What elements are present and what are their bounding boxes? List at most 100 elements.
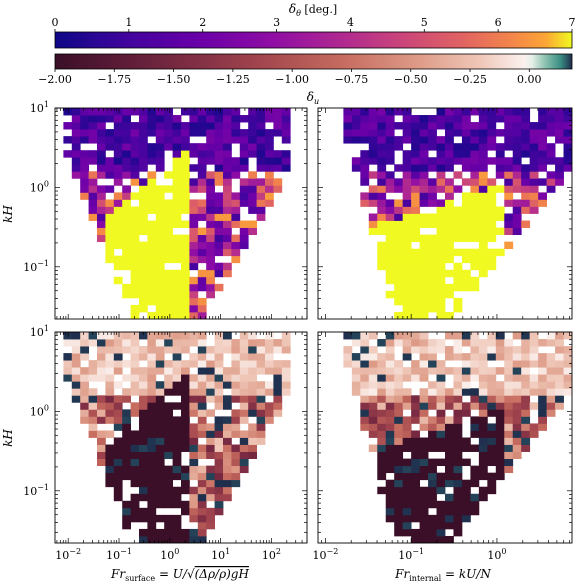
heatmap-cell	[88, 409, 98, 417]
heatmap-cell	[428, 220, 437, 228]
heatmap-cell	[181, 430, 190, 438]
heatmap-cell	[206, 129, 215, 137]
heatmap-cell	[155, 437, 165, 445]
heatmap-cell	[394, 122, 404, 130]
heatmap-cell	[555, 164, 564, 172]
heatmap-cell	[428, 458, 437, 467]
heatmap-cell	[214, 402, 224, 410]
heatmap-cell	[546, 129, 556, 137]
heatmap-cell	[419, 164, 429, 172]
heatmap-cell	[351, 381, 361, 389]
heatmap-cell	[172, 535, 182, 543]
heatmap-cell	[419, 514, 429, 523]
heatmap-cell	[147, 521, 157, 530]
heatmap-cell	[419, 220, 429, 228]
heatmap-cell	[80, 339, 89, 347]
heatmap-cell	[164, 115, 173, 123]
heatmap-cell	[436, 360, 446, 368]
heatmap-cell	[411, 451, 420, 459]
heatmap-cell	[495, 143, 505, 151]
heatmap-cell	[445, 108, 454, 116]
heatmap-cell	[512, 367, 522, 375]
heatmap-cell	[411, 283, 420, 292]
heatmap-cell	[555, 332, 564, 340]
heatmap-cell	[197, 444, 207, 452]
heatmap-cell	[529, 178, 539, 186]
heatmap-cell	[122, 360, 131, 368]
colorbar-theta-tick-label: 1	[125, 16, 132, 29]
heatmap-cell	[155, 164, 165, 172]
heatmap-cell	[197, 339, 207, 347]
heatmap-cell	[428, 213, 437, 221]
heatmap-cell	[214, 241, 224, 250]
heatmap-cell	[172, 234, 182, 243]
heatmap-cell	[351, 367, 361, 375]
heatmap-cell	[265, 416, 274, 424]
heatmap-cell	[478, 472, 488, 481]
heatmap-cell	[113, 381, 123, 389]
heatmap-cell	[122, 346, 131, 354]
heatmap-cell	[428, 234, 437, 243]
heatmap-cell	[122, 136, 131, 144]
heatmap-cell	[155, 430, 165, 438]
heatmap-cell	[419, 283, 429, 292]
heatmap-cell	[147, 185, 157, 193]
heatmap-cell	[411, 472, 420, 481]
heatmap-cell	[239, 150, 249, 158]
heatmap-cell	[147, 381, 157, 389]
heatmap-cell	[105, 465, 115, 474]
heatmap-cell	[248, 430, 257, 438]
heatmap-cell	[529, 374, 539, 382]
heatmap-cell	[105, 388, 115, 396]
heatmap-cell	[97, 332, 106, 340]
heatmap-cell	[436, 339, 446, 347]
heatmap-cell	[239, 451, 249, 459]
heatmap-cell	[546, 395, 556, 403]
heatmap-cell	[122, 220, 131, 228]
heatmap-cell	[521, 108, 531, 116]
heatmap-cell	[181, 311, 190, 319]
heatmap-cell	[155, 262, 165, 271]
heatmap-cell	[181, 276, 190, 285]
heatmap-cell	[130, 220, 140, 228]
heatmap-cell	[223, 262, 232, 271]
heatmap-cell	[214, 472, 224, 481]
heatmap-cell	[411, 269, 420, 278]
heatmap-cell	[394, 143, 404, 151]
heatmap-cell	[214, 388, 224, 396]
heatmap-cell	[239, 157, 249, 165]
heatmap-cell	[402, 332, 412, 340]
heatmap-cell	[273, 395, 283, 403]
heatmap-cell	[419, 388, 429, 396]
heatmap-cell	[377, 108, 387, 116]
heatmap-cell	[512, 451, 522, 459]
heatmap-cell	[343, 346, 353, 354]
heatmap-cell	[223, 178, 232, 186]
heatmap-cell	[172, 276, 182, 285]
heatmap-cell	[385, 437, 395, 445]
heatmap-cell	[546, 115, 556, 123]
heatmap-cell	[563, 157, 572, 165]
heatmap-cell	[147, 248, 157, 257]
heatmap-cell	[164, 409, 173, 417]
heatmap-cell	[368, 367, 378, 375]
heatmap-cell	[360, 122, 370, 130]
heatmap-cell	[139, 514, 148, 523]
heatmap-cell	[546, 360, 556, 368]
heatmap-cell	[521, 185, 531, 193]
heatmap-cell	[113, 199, 123, 207]
heatmap-cell	[239, 395, 249, 403]
heatmap-cell	[529, 346, 539, 354]
heatmap-cell	[97, 143, 106, 151]
heatmap-cell	[402, 465, 412, 474]
heatmap-cell	[470, 346, 480, 354]
heatmap-cell	[248, 402, 257, 410]
heatmap-cell	[256, 206, 266, 214]
heatmap-cell	[487, 108, 497, 116]
heatmap-cell	[206, 290, 215, 299]
heatmap-cell	[265, 402, 274, 410]
heatmap-cell	[461, 283, 471, 292]
heatmap-cell	[239, 353, 249, 361]
heatmap-cell	[402, 458, 412, 467]
heatmap-cell	[453, 430, 463, 438]
